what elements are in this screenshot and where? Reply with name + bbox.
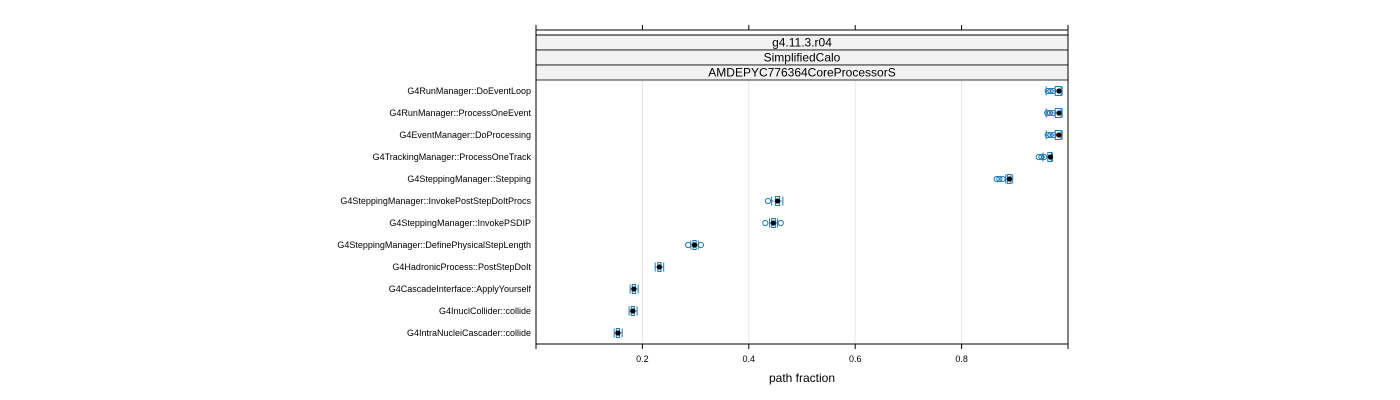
median-dot: [774, 198, 781, 204]
median-dot: [615, 330, 621, 336]
outlier-point: [1044, 109, 1051, 117]
box-group: [654, 262, 665, 272]
panel-border: [535, 34, 1069, 345]
box-marks: [613, 86, 1063, 338]
x-tick-label: 0.6: [849, 354, 862, 364]
category-label: G4RunManager::DoEventLoop: [407, 86, 531, 96]
category-label: G4InuclCollider::collide: [439, 306, 531, 316]
outlier-point: [685, 241, 692, 249]
x-axis-ticks: 0.2 0.4 0.6 0.8: [535, 25, 1069, 364]
outlier-point: [999, 175, 1006, 183]
outlier-point: [1040, 153, 1048, 161]
category-label: G4TrackingManager::ProcessOneTrack: [373, 152, 532, 162]
box-group: [1044, 108, 1063, 118]
x-tick-label: 0.2: [636, 354, 649, 364]
category-label: G4IntraNucleiCascader::collide: [407, 328, 531, 338]
category-label: G4SteppingManager::InvokePostStepDoItPro…: [340, 196, 531, 206]
strip-label: SimplifiedCalo: [764, 51, 841, 65]
strip-label: AMDEPYC776364CoreProcessorS: [708, 66, 895, 80]
category-label: G4RunManager::ProcessOneEvent: [389, 108, 531, 118]
category-label: G4SteppingManager::InvokePSDIP: [389, 218, 531, 228]
category-label: G4SteppingManager::Stepping: [407, 174, 531, 184]
x-axis-title: path fraction: [769, 371, 835, 385]
box-group: [762, 218, 784, 228]
box-group: [629, 284, 639, 294]
median-dot: [1056, 110, 1062, 116]
category-label: G4SteppingManager::DefinePhysicalStepLen…: [337, 240, 531, 250]
x-tick-label: 0.8: [955, 354, 968, 364]
category-label: G4HadronicProcess::PostStepDoIt: [392, 262, 531, 272]
outlier-point: [697, 241, 705, 249]
strip-label: g4.11.3.r04: [772, 36, 832, 50]
plot-frame: [535, 29, 1069, 345]
outlier-point: [1050, 109, 1057, 117]
median-dot: [770, 220, 776, 226]
median-dot: [630, 308, 636, 314]
outlier-point: [1047, 87, 1054, 95]
median-dot: [1056, 88, 1062, 94]
category-label: G4CascadeInterface::ApplyYourself: [389, 284, 532, 294]
median-dot: [656, 264, 663, 270]
median-dot: [691, 242, 698, 248]
outlier-point: [1050, 87, 1057, 95]
box-group: [628, 306, 638, 316]
category-label: G4EventManager::DoProcessing: [399, 130, 531, 140]
box-group: [1044, 86, 1063, 96]
outlier-point: [993, 175, 1000, 183]
box-group: [1035, 152, 1054, 162]
category-labels: G4RunManager::DoEventLoopG4RunManager::P…: [337, 86, 531, 338]
box-group: [764, 196, 784, 206]
box-group: [685, 240, 705, 250]
box-group: [613, 328, 623, 338]
panel-strips: g4.11.3.r04SimplifiedCaloAMDEPYC776364Co…: [535, 34, 1069, 81]
median-dot: [1006, 176, 1013, 182]
outlier-point: [1050, 131, 1057, 139]
x-tick-label: 0.4: [743, 354, 756, 364]
median-dot: [1047, 154, 1054, 160]
outlier-point: [1046, 109, 1054, 117]
outlier-point: [1047, 131, 1054, 139]
outlier-point: [777, 219, 784, 227]
box-group: [993, 174, 1014, 184]
outlier-point: [764, 197, 772, 205]
outlier-point: [1038, 153, 1045, 161]
outlier-point: [996, 175, 1003, 183]
grid-lines: [641, 80, 963, 344]
median-dot: [1056, 132, 1062, 138]
outlier-point: [1044, 131, 1051, 139]
outlier-point: [762, 219, 769, 227]
median-dot: [631, 286, 637, 292]
box-group: [1044, 130, 1063, 140]
